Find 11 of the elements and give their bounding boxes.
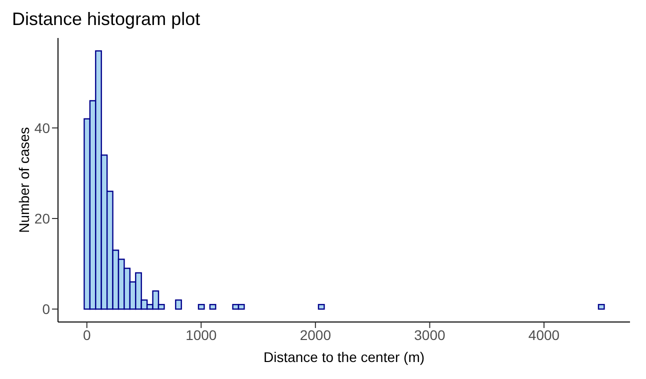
x-tick-label: 0 <box>82 326 91 343</box>
chart-title: Distance histogram plot <box>11 8 202 30</box>
y-tick-label: 40 <box>34 120 50 136</box>
y-tick-label: 0 <box>42 301 50 318</box>
x-axis-title: Distance to the center (m) <box>263 349 425 365</box>
x-tick-label: 4000 <box>528 326 560 343</box>
y-axis-title: Number of cases <box>16 127 32 233</box>
x-tick-label: 3000 <box>414 326 446 343</box>
y-tick-label: 20 <box>34 210 50 226</box>
x-tick-label: 2000 <box>300 326 332 343</box>
x-tick-label: 1000 <box>186 326 217 343</box>
